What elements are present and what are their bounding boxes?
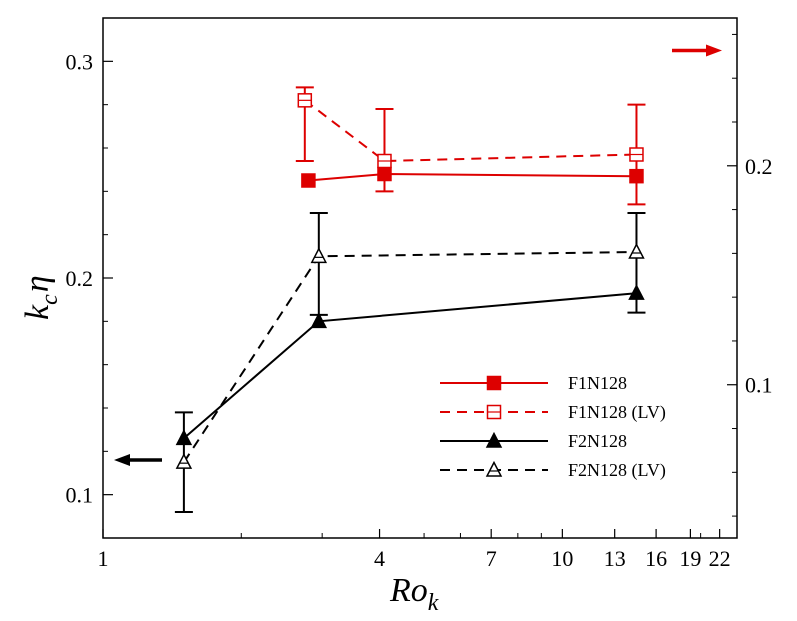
series-line	[308, 172, 637, 182]
legend: F1N128 F1N128 (LV) F2N128 F2N128 (LV)	[440, 373, 666, 481]
y-left-tick-label: 0.3	[66, 49, 94, 74]
data-point	[310, 312, 328, 329]
legend-item: F2N128	[440, 431, 627, 451]
y-left-tick-label: 0.2	[66, 266, 94, 291]
legend-marker	[486, 375, 502, 391]
x-tick-label: 19	[679, 546, 701, 571]
y-right-tick-label: 0.1	[745, 373, 773, 398]
series-line	[304, 99, 637, 163]
y-axis-label-sub: c	[37, 294, 63, 305]
x-tick-label: 10	[551, 546, 573, 571]
legend-marker	[485, 431, 503, 448]
data-point	[175, 453, 193, 469]
data-point	[310, 247, 328, 264]
series-f2n128-lv-	[175, 242, 645, 469]
y-left-tick-label: 0.1	[66, 483, 94, 508]
y-right-tick-label: 0.2	[745, 154, 773, 179]
legend-label: F1N128	[568, 373, 627, 393]
legend-label: F2N128	[568, 431, 627, 451]
legend-item: F1N128	[440, 373, 627, 393]
data-point	[629, 168, 644, 184]
legend-label: F1N128 (LV)	[568, 402, 666, 423]
x-axis-label-main: Ro	[389, 572, 428, 609]
series-f1n128	[301, 103, 646, 206]
data-point	[301, 173, 316, 188]
legend-item: F2N128 (LV)	[440, 460, 666, 481]
data-point	[628, 284, 645, 300]
data-point	[377, 166, 392, 182]
data-point	[628, 242, 645, 259]
series-layer	[174, 86, 646, 513]
x-axis-label: Rok	[389, 572, 439, 616]
x-tick-label: 16	[645, 546, 667, 571]
x-axis-label-sub: k	[428, 590, 439, 616]
x-tick-label: 22	[709, 546, 731, 571]
y-axis-label-main: k	[19, 304, 56, 320]
legend-marker	[485, 460, 503, 477]
right-axis-arrowhead	[706, 44, 722, 57]
legend-label: F2N128 (LV)	[568, 460, 666, 481]
data-point	[175, 429, 193, 446]
x-tick-label: 13	[604, 546, 626, 571]
y-axis-label: kcη	[19, 275, 63, 320]
legend-item: F1N128 (LV)	[440, 402, 666, 423]
left-axis-arrowhead	[114, 454, 130, 466]
series-f1n128-lv-	[295, 86, 644, 169]
x-tick-label: 7	[486, 546, 497, 571]
axis-ticks: 1 4 7 10 13 16 19 22 0.1 0.2 0.3 0.1 0.2	[66, 17, 773, 571]
axis-indicators	[114, 44, 722, 466]
x-tick-label: 1	[98, 546, 109, 571]
y-axis-label-tail: η	[19, 275, 56, 292]
series-f2n128	[174, 212, 646, 513]
x-tick-label: 4	[374, 546, 385, 571]
